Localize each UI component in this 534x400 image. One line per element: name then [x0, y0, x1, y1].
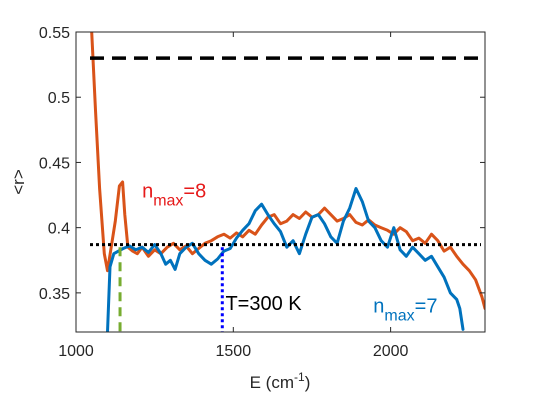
x-axis-label: E (cm-1)	[250, 370, 311, 392]
tick-layer: 1000 1500 2000 0.35 0.4 0.45 0.5 0.55	[39, 25, 485, 360]
series-line-nmax-8	[90, 32, 485, 310]
annotation-nmax-8-rest: =8	[183, 181, 206, 203]
y-tick-label: 0.55	[39, 25, 70, 42]
y-tick-label: 0.45	[39, 155, 70, 172]
x-axis-label-close: )	[305, 373, 311, 392]
y-tick-label: 0.4	[48, 221, 70, 238]
y-tick-label: 0.5	[48, 90, 70, 107]
x-tick-label: 1500	[216, 343, 252, 360]
annotation-temperature: T=300 K	[225, 293, 302, 315]
x-axis-label-superscript: -1	[294, 370, 305, 384]
series-line-nmax-7	[106, 187, 465, 332]
y-axis-label: <r>	[9, 169, 28, 195]
x-tick-label: 2000	[373, 343, 409, 360]
x-tick-label: 1000	[58, 343, 94, 360]
axes-box	[75, 31, 486, 333]
plot-area	[90, 32, 485, 332]
annotation-nmax-8-base: n	[142, 181, 153, 203]
annotation-nmax-7-rest: =7	[415, 295, 438, 317]
x-axis-label-main: E (cm	[250, 373, 294, 392]
annotation-nmax-8-sub: max	[153, 193, 183, 210]
annotation-nmax-7: nmax=7	[373, 295, 437, 324]
annotation-nmax-7-sub: max	[384, 307, 414, 324]
annotation-nmax-7-base: n	[373, 295, 384, 317]
y-tick-label: 0.35	[39, 286, 70, 303]
annotation-nmax-8: nmax=8	[142, 181, 206, 210]
